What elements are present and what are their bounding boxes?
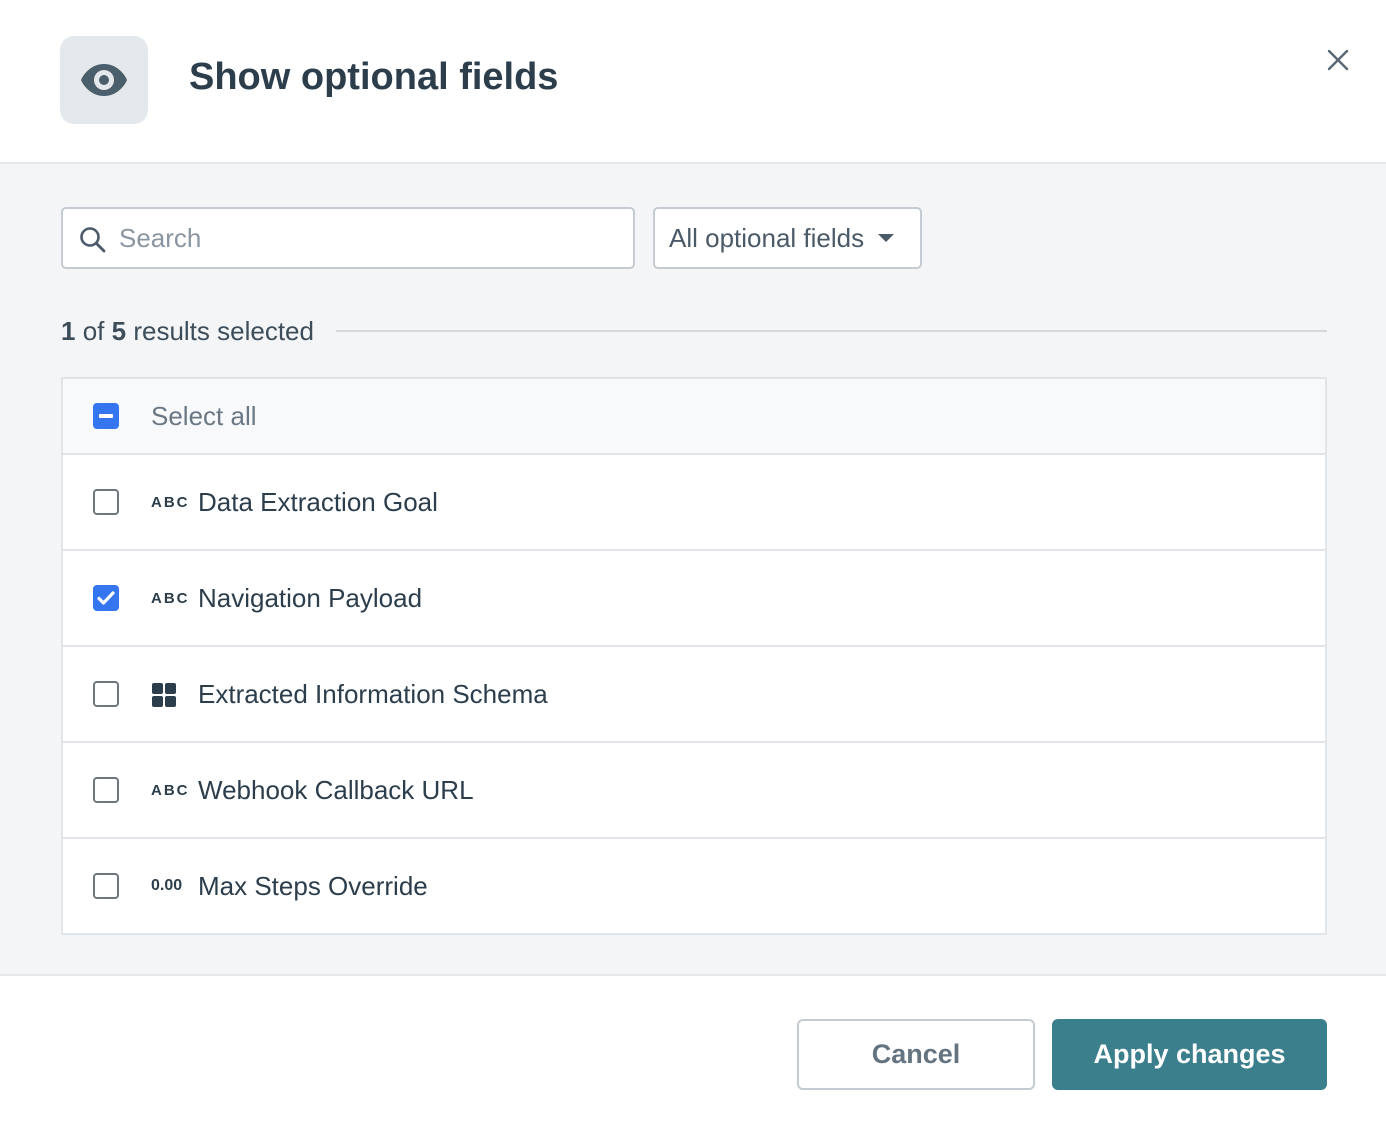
text-type-icon: ABC — [151, 781, 190, 799]
close-icon[interactable] — [1322, 44, 1354, 76]
item-label: Webhook Callback URL — [198, 774, 474, 805]
item-checkbox[interactable] — [93, 873, 119, 899]
select-all-row[interactable]: Select all — [63, 379, 1325, 453]
divider — [336, 330, 1327, 332]
list-item[interactable]: ABC Navigation Payload — [63, 549, 1325, 645]
item-label: Navigation Payload — [198, 582, 423, 613]
item-checkbox[interactable] — [93, 681, 119, 707]
search-field[interactable] — [61, 207, 635, 269]
item-label: Data Extraction Goal — [198, 486, 438, 517]
item-label: Max Steps Override — [198, 870, 428, 901]
text-type-icon: ABC — [151, 589, 190, 607]
search-icon — [80, 227, 106, 253]
list-item[interactable]: Extracted Information Schema — [63, 645, 1325, 741]
dialog-header: Show optional fields — [0, 0, 1386, 164]
text-type-icon: ABC — [151, 493, 190, 511]
field-filter-dropdown[interactable]: All optional fields — [653, 207, 922, 269]
item-checkbox[interactable] — [93, 489, 119, 515]
grid-icon — [151, 682, 177, 712]
item-label: Extracted Information Schema — [198, 678, 548, 709]
list-item[interactable]: ABC Webhook Callback URL — [63, 741, 1325, 837]
list-item[interactable]: ABC Data Extraction Goal — [63, 453, 1325, 549]
caret-down-icon — [878, 234, 895, 242]
dropdown-value: All optional fields — [669, 222, 865, 253]
results-count: 1 of 5 results selected — [61, 316, 314, 346]
field-list: Select all ABC Data Extraction Goal ABC … — [61, 377, 1327, 935]
number-type-icon: 0.00 — [151, 877, 183, 894]
cancel-button[interactable]: Cancel — [797, 1019, 1035, 1090]
dialog-title: Show optional fields — [189, 56, 559, 98]
list-item[interactable]: 0.00 Max Steps Override — [63, 837, 1325, 933]
select-all-checkbox[interactable] — [93, 403, 119, 429]
search-input[interactable] — [119, 209, 619, 267]
item-checkbox[interactable] — [93, 777, 119, 803]
item-checkbox[interactable] — [93, 585, 119, 611]
apply-changes-button[interactable]: Apply changes — [1052, 1019, 1327, 1090]
eye-icon — [60, 36, 148, 124]
dialog-body: All optional fields 1 of 5 results selec… — [0, 164, 1386, 976]
select-all-label: Select all — [151, 400, 257, 431]
